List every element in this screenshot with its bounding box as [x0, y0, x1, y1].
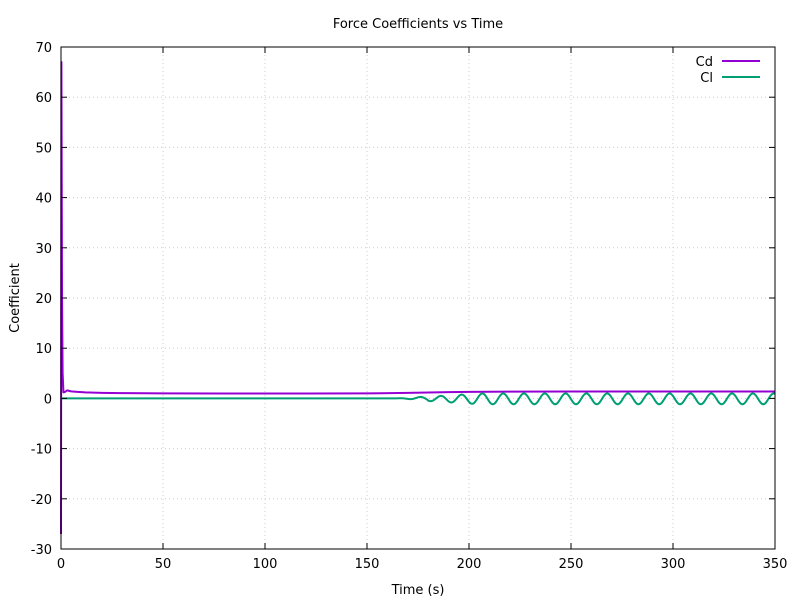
x-tick-label: 0	[57, 557, 65, 572]
x-tick-label: 350	[763, 557, 788, 572]
chart-title: Force Coefficients vs Time	[333, 17, 503, 32]
series-layer	[60, 61, 776, 534]
y-tick-label: 0	[44, 392, 52, 407]
x-tick-label: 100	[253, 557, 278, 572]
legend-label-cd: Cd	[696, 55, 713, 70]
y-tick-label: 40	[35, 192, 52, 207]
x-tick-label: 200	[457, 557, 482, 572]
y-tick-label: 60	[35, 91, 52, 106]
x-tick-label: 150	[355, 557, 380, 572]
x-tick-label: 300	[661, 557, 686, 572]
series-line-cd	[60, 61, 775, 534]
y-tick-label: 10	[35, 342, 52, 357]
y-tick-label: 50	[35, 141, 52, 156]
axis-layer: 0 50 100 150 200 250 300 350 -30 -20 -10 0 10 20 30 40 5…	[31, 41, 788, 572]
legend: Cd Cl	[696, 55, 760, 86]
x-tick-label: 250	[559, 557, 584, 572]
legend-label-cl: Cl	[700, 71, 713, 86]
y-tick-label: -20	[31, 493, 52, 508]
x-axis-label: Time (s)	[391, 583, 445, 598]
series-line-cl	[61, 392, 776, 406]
y-tick-label: 20	[35, 292, 52, 307]
y-axis-label: Coefficient	[8, 263, 23, 333]
y-tick-label: 30	[35, 242, 52, 257]
y-tick-label: -10	[31, 443, 52, 458]
y-tick-label: -30	[31, 543, 52, 558]
y-tick-label: 70	[35, 41, 52, 56]
x-tick-label: 50	[155, 557, 172, 572]
grid-layer	[61, 47, 775, 549]
